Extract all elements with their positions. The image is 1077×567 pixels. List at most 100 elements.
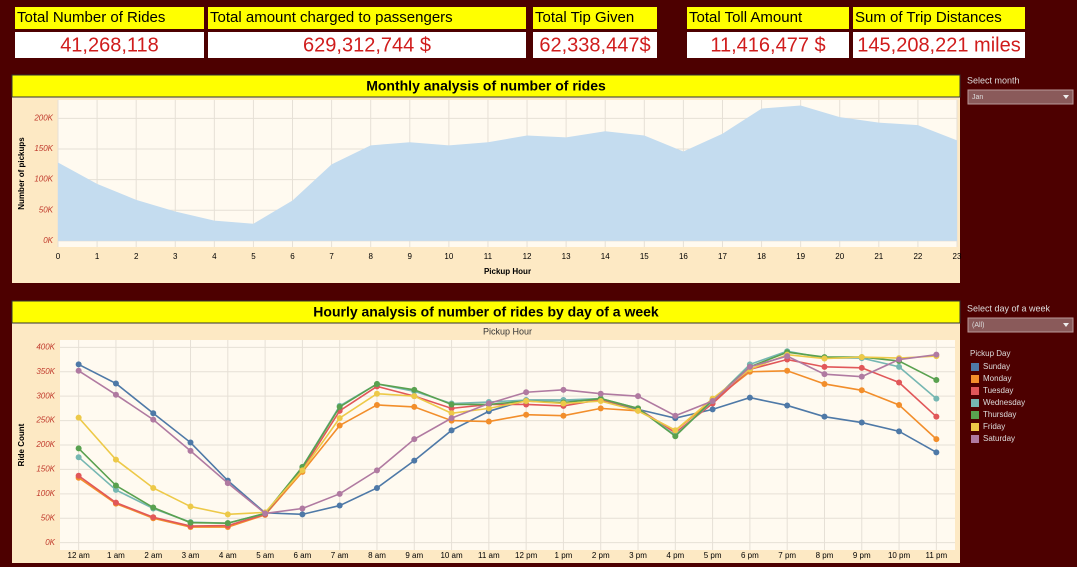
point [560,412,567,419]
x-tick-label: 3 am [182,551,200,560]
legend-title: Pickup Day [970,349,1010,358]
x-tick-label: 23 [953,252,962,261]
x-tick-label: 1 pm [555,551,573,560]
point [224,511,231,518]
point [448,415,455,422]
x-tick-label: 11 am [478,551,500,560]
point [858,364,865,371]
point [523,398,530,405]
legend-label: Friday [983,422,1005,431]
point [373,467,380,474]
point [75,472,82,479]
legend-label: Saturday [983,434,1015,443]
point [150,410,157,417]
point [150,484,157,491]
x-axis-label: Pickup Hour [484,267,531,276]
dropdown-arrow [1063,95,1069,99]
point [896,428,903,435]
point [597,405,604,412]
x-tick-label: 12 [523,252,532,261]
point [821,355,828,362]
x-tick-label: 8 [368,252,373,261]
filter-dropdown[interactable] [967,317,1074,333]
point [784,367,791,374]
point [150,514,157,521]
x-tick-label: 15 [640,252,649,261]
x-tick-label: 3 [173,252,178,261]
y-tick-label: 100K [34,175,53,184]
point [746,394,753,401]
kpi-label-box [208,7,526,29]
x-tick-label: 4 am [219,551,237,560]
point [485,400,492,407]
point [784,402,791,409]
point [672,433,679,440]
point [933,395,940,402]
kpi-label-box [687,7,849,29]
x-tick-label: 10 am [440,551,463,560]
x-tick-label: 12 pm [515,551,538,560]
point [821,380,828,387]
point [411,393,418,400]
point [299,505,306,512]
point [560,400,567,407]
x-tick-label: 9 am [405,551,423,560]
x-tick-label: 4 pm [666,551,684,560]
filter-value: Jan [972,94,983,101]
legend-swatch [971,363,979,371]
y-tick-label: 400K [36,342,55,351]
point [150,504,157,511]
point [224,480,231,487]
point [75,445,82,452]
area [58,105,957,241]
point [858,387,865,394]
point [896,401,903,408]
x-tick-label: 7 am [331,551,349,560]
point [523,389,530,396]
y-tick-label: 200K [35,440,55,449]
y-tick-label: 50K [39,205,54,214]
point [672,427,679,434]
point [336,502,343,509]
kpi-value-box [853,32,1025,58]
x-tick-label: 1 am [107,551,125,560]
y-tick-label: 250K [35,416,55,425]
point [635,407,642,414]
line [78,351,937,524]
point [523,411,530,418]
filter-dropdown[interactable] [967,89,1074,105]
filter-value: (All) [972,322,984,329]
kpi-label: Total Toll Amount [689,9,803,26]
point [112,380,119,387]
point [187,447,194,454]
x-tick-label: 14 [601,252,610,261]
point [709,398,716,405]
point [933,413,940,420]
y-tick-label: 100K [36,489,55,498]
point [75,361,82,368]
y-tick-label: 0K [45,538,55,547]
point [933,449,940,456]
kpi-label-box [853,7,1025,29]
chart-title: Hourly analysis of number of rides by da… [313,304,659,320]
dropdown-arrow [1063,323,1069,327]
chart-title: Monthly analysis of number of rides [366,78,606,94]
point [560,386,567,393]
x-tick-label: 20 [835,252,844,261]
point [858,354,865,361]
legend-label: Sunday [983,362,1010,371]
legend-swatch [971,435,979,443]
x-tick-label: 16 [679,252,688,261]
point [336,403,343,410]
point [336,422,343,429]
x-tick-label: 22 [913,252,922,261]
point [150,416,157,423]
point [821,413,828,420]
y-tick-label: 150K [34,144,53,153]
x-tick-label: 12 am [68,551,91,560]
point [373,401,380,408]
point [896,379,903,386]
x-tick-label: 19 [796,252,805,261]
